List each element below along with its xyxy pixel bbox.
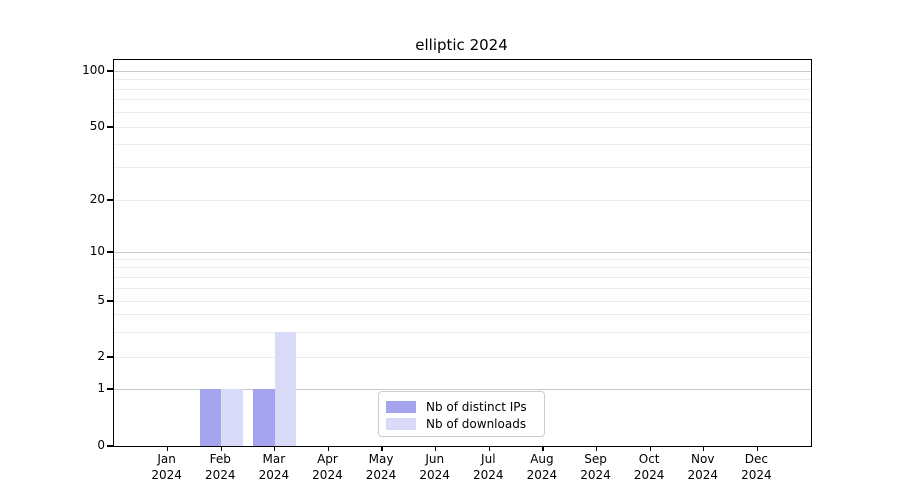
x-tick-label-may: May 2024 — [349, 451, 413, 483]
x-tick-year: 2024 — [204, 468, 236, 482]
y-gridline-minor — [114, 314, 811, 316]
bar-mar-nb-of-distinct-ips — [253, 389, 275, 446]
bar-feb-nb-of-downloads — [221, 389, 243, 446]
x-tick-oct — [649, 446, 651, 451]
y-gridline-minor — [114, 276, 811, 278]
x-tick-year: 2024 — [419, 468, 450, 482]
y-gridline-10 — [114, 251, 811, 253]
x-tick-year: 2024 — [258, 468, 290, 482]
chart-title: elliptic 2024 — [415, 36, 508, 54]
plot-area — [107, 59, 812, 451]
y-tick-label-10: 10 — [89, 244, 105, 258]
legend-label-downloads: Nb of downloads — [426, 417, 527, 431]
x-tick-year: 2024 — [312, 468, 343, 482]
legend-label-distinct-ips: Nb of distinct IPs — [426, 400, 527, 414]
y-gridline-minor — [114, 258, 811, 260]
y-gridline-minor — [114, 331, 811, 333]
y-tick-5 — [107, 300, 114, 302]
x-tick-label-jan: Jan 2024 — [135, 451, 199, 483]
y-tick-label-1: 1 — [97, 381, 105, 395]
x-tick-month: May — [368, 452, 394, 466]
x-tick-label-dec: Dec 2024 — [724, 451, 788, 483]
x-tick-year: 2024 — [151, 468, 182, 482]
x-tick-label-sep: Sep 2024 — [564, 451, 628, 483]
legend: Nb of distinct IPs Nb of downloads — [378, 391, 545, 437]
y-tick-label-50: 50 — [89, 119, 105, 133]
y-tick-label-0: 0 — [97, 438, 105, 452]
x-tick-jan — [166, 446, 169, 451]
x-tick-month: Sep — [584, 452, 607, 466]
x-tick-month: Jan — [157, 452, 176, 466]
y-tick-label-20: 20 — [89, 192, 105, 206]
x-tick-dec — [756, 446, 759, 451]
y-gridline-1 — [114, 388, 811, 390]
y-gridline-20 — [114, 199, 811, 201]
x-tick-month: Apr — [317, 452, 338, 466]
x-tick-month: Nov — [691, 452, 715, 466]
x-tick-sep — [595, 446, 598, 451]
x-tick-label-oct: Oct 2024 — [617, 451, 681, 483]
y-gridline-minor — [114, 111, 811, 113]
x-tick-jul — [488, 446, 490, 451]
y-tick-label-5: 5 — [97, 293, 105, 307]
y-tick-label-2: 2 — [97, 349, 105, 363]
x-tick-label-aug: Aug 2024 — [510, 451, 574, 483]
y-gridline-minor — [114, 267, 811, 269]
y-gridline-minor — [114, 167, 811, 169]
y-tick-2 — [107, 356, 114, 358]
x-tick-month: Jun — [425, 452, 445, 466]
y-gridline-5 — [114, 300, 811, 302]
x-tick-year: 2024 — [473, 468, 504, 482]
y-tick-10 — [107, 251, 114, 253]
y-gridline-minor — [114, 99, 811, 101]
x-tick-mar — [274, 446, 276, 451]
x-tick-month: Jul — [481, 452, 496, 466]
x-tick-year: 2024 — [633, 468, 665, 482]
x-tick-jun — [435, 446, 437, 451]
y-tick-20 — [107, 199, 114, 201]
x-tick-month: Aug — [530, 452, 554, 466]
y-tick-0 — [107, 445, 114, 447]
legend-entry-downloads: Nb of downloads — [386, 416, 536, 432]
legend-swatch-distinct-ips — [386, 401, 416, 413]
x-tick-label-apr: Apr 2024 — [295, 451, 359, 483]
x-tick-month: Mar — [262, 452, 286, 466]
x-tick-year: 2024 — [741, 468, 772, 482]
x-tick-nov — [703, 446, 705, 451]
y-gridline-minor — [114, 88, 811, 90]
x-tick-label-jun: Jun 2024 — [403, 451, 467, 483]
x-tick-month: Oct — [638, 452, 660, 466]
y-tick-1 — [107, 388, 114, 390]
x-tick-year: 2024 — [365, 468, 397, 482]
y-tick-50 — [107, 126, 114, 128]
x-tick-label-jul: Jul 2024 — [456, 451, 520, 483]
bar-feb-nb-of-distinct-ips — [199, 389, 222, 446]
x-tick-aug — [542, 446, 544, 451]
x-tick-apr — [327, 446, 330, 451]
x-tick-year: 2024 — [526, 468, 558, 482]
x-tick-month: Dec — [744, 452, 768, 466]
y-tick-100 — [107, 70, 114, 72]
bar-mar-nb-of-downloads — [274, 332, 297, 446]
y-gridline-minor — [114, 144, 811, 146]
x-tick-feb — [220, 446, 222, 451]
y-tick-label-100: 100 — [82, 63, 105, 77]
x-tick-label-feb: Feb 2024 — [188, 451, 252, 483]
y-gridline-2 — [114, 356, 811, 358]
x-tick-label-nov: Nov 2024 — [671, 451, 735, 483]
y-gridline-50 — [114, 126, 811, 128]
y-gridline-minor — [114, 79, 811, 80]
y-gridline-100 — [114, 70, 811, 72]
x-tick-month: Feb — [209, 452, 231, 466]
y-gridline-minor — [114, 287, 811, 289]
legend-entry-distinct-ips: Nb of distinct IPs — [386, 399, 536, 415]
legend-swatch-downloads — [386, 418, 416, 430]
x-tick-label-mar: Mar 2024 — [242, 451, 306, 483]
x-tick-year: 2024 — [580, 468, 611, 482]
x-tick-may — [381, 446, 383, 451]
x-tick-year: 2024 — [687, 468, 719, 482]
